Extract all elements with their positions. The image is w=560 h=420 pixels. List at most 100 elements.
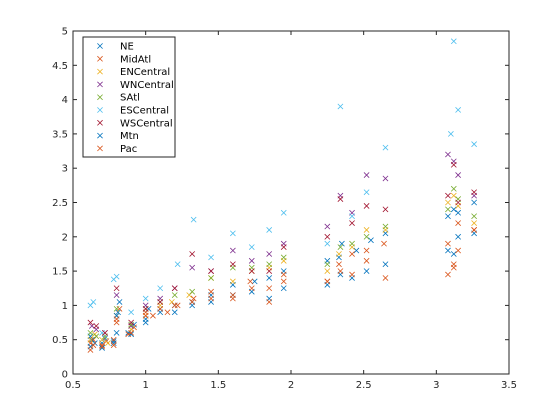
data-point: [445, 199, 451, 206]
data-point: [171, 292, 178, 298]
data-point: [93, 333, 100, 340]
data-point: [349, 240, 355, 247]
data-point: [324, 223, 331, 230]
data-point: [229, 261, 236, 268]
y-tick-label: 3: [62, 164, 68, 175]
data-point: [142, 319, 149, 326]
legend-marker: [97, 145, 103, 152]
data-point: [128, 331, 135, 338]
data-point: [363, 257, 370, 264]
data-point: [324, 261, 331, 268]
data-point: [363, 233, 370, 240]
data-point: [471, 227, 478, 233]
markers-layer: [87, 38, 478, 353]
data-point: [382, 223, 389, 230]
data-point: [445, 247, 451, 254]
data-point: [116, 299, 123, 305]
data-point: [266, 227, 273, 233]
data-point: [445, 240, 451, 247]
y-tick-label: 2.5: [52, 198, 68, 209]
x-tick-label: 2.5: [356, 380, 372, 391]
data-point: [102, 335, 108, 342]
data-point: [113, 292, 120, 298]
data-point: [382, 206, 389, 213]
data-point: [381, 240, 387, 247]
data-point: [248, 244, 255, 250]
x-axis-ticks: 0.5 1 1.5 2 2.5 3 3.5: [65, 31, 517, 391]
data-point: [164, 309, 171, 316]
legend-entry-satl: SAtl: [120, 93, 140, 104]
y-tick-label: 4.5: [52, 61, 68, 72]
data-point: [338, 240, 345, 247]
data-point: [324, 240, 331, 247]
data-point: [280, 209, 287, 216]
series-pac: [87, 227, 478, 353]
data-point: [450, 261, 457, 268]
data-point: [229, 292, 236, 298]
data-point: [280, 244, 287, 250]
data-point: [337, 196, 344, 202]
data-point: [251, 278, 258, 285]
data-point: [87, 347, 94, 353]
data-point: [471, 199, 478, 206]
data-point: [266, 268, 273, 274]
data-point: [113, 316, 120, 323]
data-point: [363, 172, 370, 178]
data-point: [113, 285, 120, 292]
data-point: [382, 175, 389, 182]
y-axis-ticks: 0 0.5 1 1.5 2 2.5 3 3.5 4 4.5 5: [52, 27, 509, 381]
y-tick-label: 3.5: [52, 129, 68, 140]
data-point: [113, 329, 120, 336]
data-point: [266, 275, 273, 281]
legend-marker: [97, 81, 103, 88]
legend-entry-wncentral: WNCentral: [120, 80, 174, 91]
legend-entry-midatl: MidAtl: [120, 54, 151, 65]
data-point: [368, 237, 374, 244]
legend-marker: [97, 119, 103, 126]
data-point: [445, 271, 451, 278]
data-point: [363, 189, 370, 196]
data-point: [99, 345, 105, 351]
data-point: [208, 268, 214, 274]
data-point: [266, 299, 273, 305]
data-point: [280, 285, 287, 292]
y-tick-label: 2: [62, 232, 68, 243]
data-point: [471, 220, 478, 226]
data-point: [455, 199, 462, 206]
data-point: [142, 295, 149, 302]
data-point: [157, 285, 164, 292]
data-point: [353, 247, 360, 254]
data-point: [455, 172, 462, 178]
data-point: [142, 305, 149, 312]
data-point: [229, 230, 236, 237]
series-wscentral: [87, 161, 478, 336]
x-tick-label: 3: [433, 380, 439, 391]
legend-entry-mtn: Mtn: [120, 131, 139, 142]
data-point: [382, 144, 389, 151]
data-point: [450, 38, 457, 45]
data-point: [128, 309, 135, 316]
data-point: [110, 340, 117, 347]
data-point: [110, 338, 117, 344]
data-point: [171, 285, 178, 292]
data-point: [208, 275, 214, 281]
data-point: [104, 340, 111, 347]
data-point: [150, 312, 156, 319]
data-point: [115, 309, 121, 316]
data-point: [189, 251, 196, 257]
data-point: [450, 251, 457, 257]
data-point: [280, 278, 287, 285]
data-point: [455, 209, 462, 216]
data-point: [337, 103, 344, 110]
data-point: [455, 247, 462, 254]
data-point: [87, 329, 94, 336]
data-point: [349, 220, 355, 226]
legend-entry-encentral: ENCentral: [120, 67, 170, 78]
data-point: [248, 257, 255, 264]
data-point: [324, 278, 331, 285]
x-tick-label: 1.5: [210, 380, 226, 391]
legend-entry-escentral: ESCentral: [120, 106, 169, 117]
data-point: [171, 302, 178, 309]
data-point: [89, 323, 95, 329]
data-point: [266, 251, 273, 257]
